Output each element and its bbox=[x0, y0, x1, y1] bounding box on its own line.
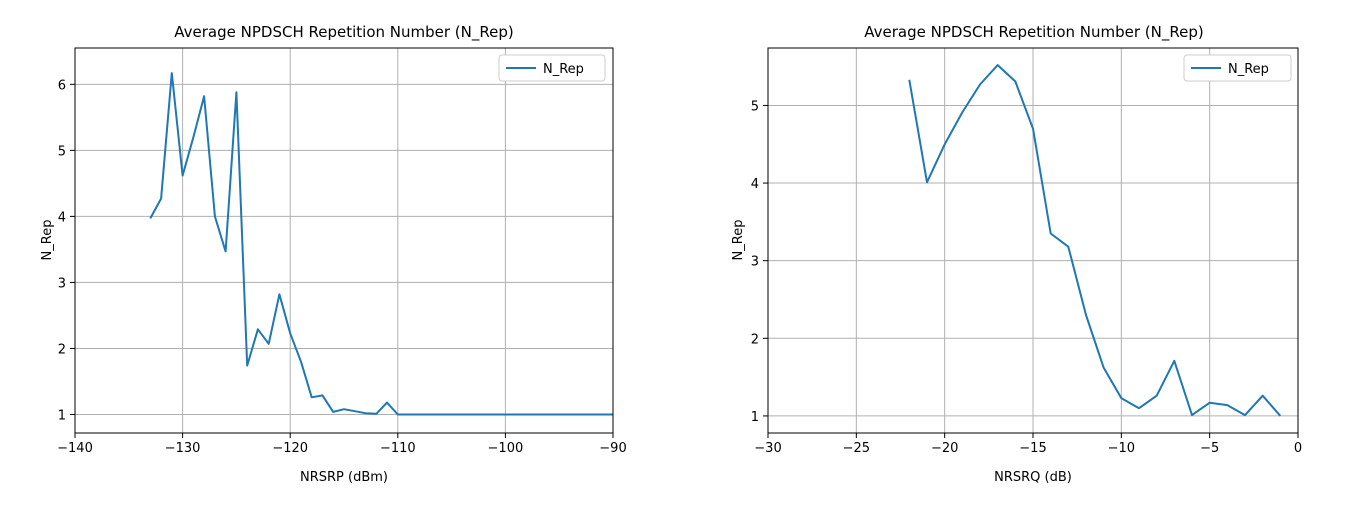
x-axis-label: NRSRP (dBm) bbox=[300, 470, 388, 485]
plot-frame bbox=[74, 47, 614, 434]
series-layer bbox=[149, 72, 613, 416]
y-axis-label: N_Rep bbox=[40, 220, 55, 261]
series-line-n-rep bbox=[149, 72, 613, 416]
tick-layer: −140 −130 −120 −110 −100 −90 1 2 3 4 5 6 bbox=[57, 78, 627, 456]
x-tick-label: −140 bbox=[57, 441, 93, 456]
x-tick-label: −110 bbox=[380, 441, 416, 456]
legend-box bbox=[1183, 54, 1292, 82]
chart-nrsrq: Average NPDSCH Repetition Number (N_Rep)… bbox=[731, 23, 1302, 485]
y-axis-label: N_Rep bbox=[731, 220, 746, 261]
series-layer bbox=[908, 64, 1282, 417]
x-axis-label: NRSRQ (dB) bbox=[994, 470, 1072, 485]
x-tick-label: −100 bbox=[488, 441, 524, 456]
y-tick-label: 5 bbox=[751, 99, 759, 114]
x-tick-label: −5 bbox=[1200, 441, 1219, 456]
y-tick-label: 3 bbox=[58, 276, 66, 291]
tick-layer: −30 −25 −20 −15 −10 −5 0 1 2 3 4 5 bbox=[751, 99, 1302, 456]
grid bbox=[767, 48, 1299, 433]
x-tick-label: −15 bbox=[1019, 441, 1046, 456]
y-tick-label: 4 bbox=[58, 210, 66, 225]
legend-label: N_Rep bbox=[1228, 62, 1269, 77]
y-tick-label: 6 bbox=[58, 78, 66, 93]
y-tick-label: 2 bbox=[751, 332, 759, 347]
y-tick-label: 1 bbox=[751, 410, 759, 425]
legend-box bbox=[498, 54, 606, 82]
x-tick-label: −25 bbox=[843, 441, 870, 456]
y-tick-label: 3 bbox=[751, 255, 759, 270]
y-tick-label: 4 bbox=[751, 177, 759, 192]
x-tick-label: −130 bbox=[165, 441, 201, 456]
grid bbox=[74, 48, 614, 433]
chart-title: Average NPDSCH Repetition Number (N_Rep) bbox=[864, 23, 1203, 42]
legend: N_Rep bbox=[1183, 54, 1292, 82]
y-tick-label: 1 bbox=[58, 409, 66, 424]
chart-title: Average NPDSCH Repetition Number (N_Rep) bbox=[174, 23, 513, 42]
x-tick-label: −120 bbox=[272, 441, 308, 456]
legend-label: N_Rep bbox=[543, 62, 584, 77]
legend: N_Rep bbox=[498, 54, 606, 82]
x-tick-label: −10 bbox=[1108, 441, 1135, 456]
y-tick-label: 2 bbox=[58, 342, 66, 357]
y-tick-label: 5 bbox=[58, 144, 66, 159]
x-tick-label: −20 bbox=[931, 441, 958, 456]
series-line-n-rep bbox=[908, 64, 1282, 417]
chart-nrsrp: Average NPDSCH Repetition Number (N_Rep)… bbox=[40, 23, 627, 485]
x-tick-label: −30 bbox=[754, 441, 781, 456]
x-tick-label: 0 bbox=[1294, 441, 1302, 456]
x-tick-label: −90 bbox=[599, 441, 626, 456]
